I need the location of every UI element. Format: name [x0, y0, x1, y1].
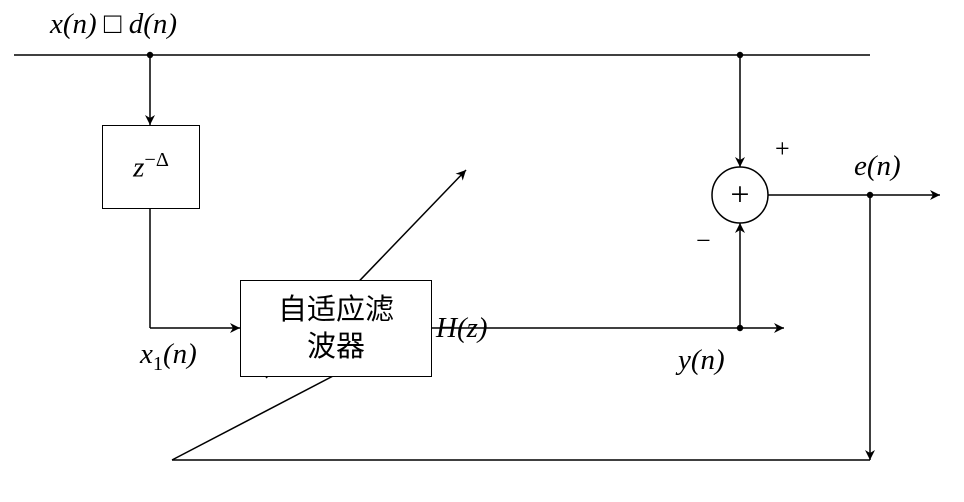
delay-block: z−Δ	[102, 125, 200, 209]
hz-label: H(z)	[436, 312, 488, 345]
minus-outer-label: −	[696, 226, 711, 256]
adaptive-filter-block: 自适应滤 波器	[240, 280, 432, 377]
filter-line1: 自适应滤	[278, 292, 394, 328]
x1-sub: 1	[153, 353, 163, 375]
filter-line2: 波器	[278, 329, 394, 365]
x1-paren: (n)	[163, 338, 197, 370]
input-label: x(n) □ d(n)	[50, 8, 177, 41]
delay-z: z	[133, 152, 144, 184]
plus-outer-label: +	[775, 134, 790, 164]
diagram-lines: +	[0, 0, 964, 502]
svg-text:+: +	[730, 177, 749, 214]
e-label: e(n)	[854, 150, 901, 183]
delay-exp: −Δ	[144, 149, 168, 171]
x1-label: x1(n)	[140, 338, 197, 376]
y-label: y(n)	[678, 344, 725, 377]
x1-var: x	[140, 338, 153, 370]
